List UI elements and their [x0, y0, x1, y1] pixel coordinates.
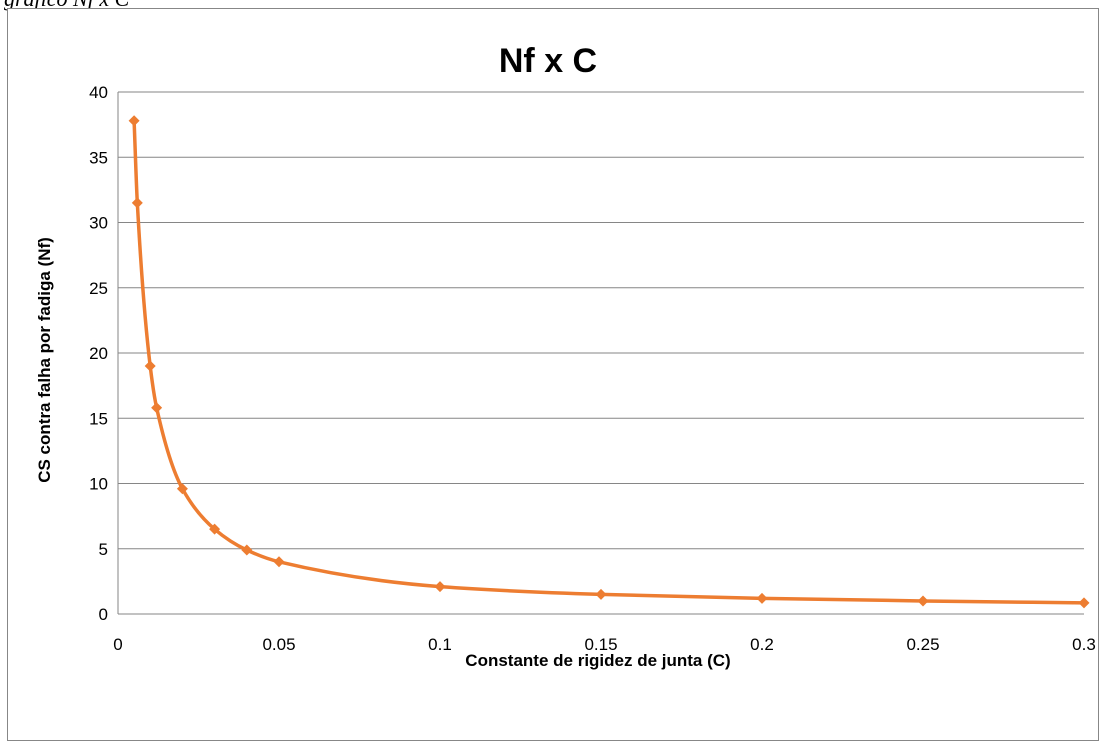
- x-axis-tick-labels: 0 0.05 0.1 0.15 0.2 0.25 0.3: [113, 635, 1096, 654]
- data-point-0: [128, 115, 140, 127]
- data-point-11: [917, 595, 929, 607]
- chart-title: Nf x C: [499, 42, 597, 80]
- y-axis-tick-labels: 0 5 10 15 20 25 30 35 40: [89, 83, 108, 624]
- y-tick-label: 15: [89, 409, 108, 428]
- x-tick-label: 0: [113, 635, 122, 654]
- x-tick-label: 0.15: [584, 635, 617, 654]
- y-axis-title: CS contra falha por fadiga (Nf): [35, 237, 54, 483]
- chart-frame: [7, 8, 1099, 741]
- data-point-8: [434, 581, 446, 593]
- data-points: [128, 115, 1090, 609]
- data-point-9: [595, 588, 607, 600]
- data-point-2: [144, 360, 156, 372]
- y-tick-label: 35: [89, 148, 108, 167]
- data-point-5: [209, 523, 221, 535]
- y-tick-label: 0: [99, 605, 108, 624]
- data-point-10: [756, 592, 768, 604]
- y-tick-label: 25: [89, 279, 108, 298]
- caption-fragment: gráfico Nf x C: [4, 0, 129, 12]
- y-tick-label: 5: [99, 540, 108, 559]
- y-tick-label: 20: [89, 344, 108, 363]
- data-point-4: [176, 483, 188, 495]
- y-tick-label: 30: [89, 214, 108, 233]
- data-point-1: [131, 197, 143, 209]
- data-point-7: [273, 556, 285, 568]
- data-point-12: [1078, 597, 1090, 609]
- x-tick-label: 0.25: [906, 635, 939, 654]
- x-tick-label: 0.2: [750, 635, 774, 654]
- x-tick-label: 0.3: [1072, 635, 1096, 654]
- y-tick-label: 10: [89, 475, 108, 494]
- data-point-6: [241, 544, 253, 556]
- data-point-3: [151, 402, 163, 414]
- gridlines: [117, 91, 1084, 615]
- x-axis-title: Constante de rigidez de junta (C): [465, 651, 730, 670]
- x-tick-label: 0.05: [262, 635, 295, 654]
- x-tick-label: 0.1: [428, 635, 452, 654]
- y-tick-label: 40: [89, 83, 108, 102]
- series-line: [132, 118, 1086, 605]
